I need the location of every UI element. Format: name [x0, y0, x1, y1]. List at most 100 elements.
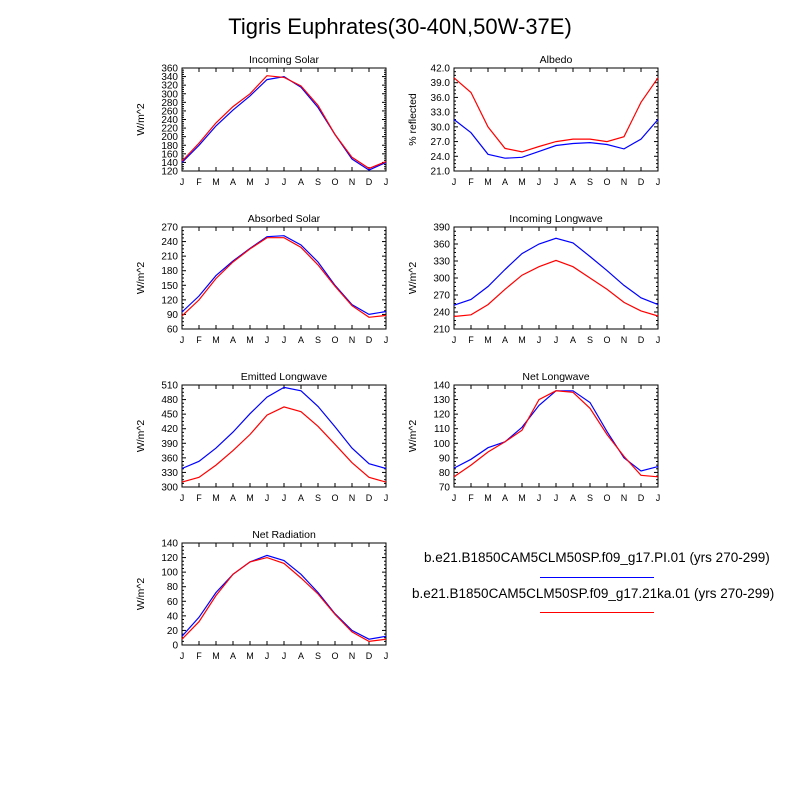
x-tick-label: J	[265, 177, 270, 187]
y-axis-label: W/m^2	[135, 103, 147, 136]
y-tick-label: 140	[433, 381, 450, 392]
y-tick-label: 300	[433, 274, 450, 285]
y-tick-label: 140	[161, 539, 178, 550]
y-tick-label: 36.0	[431, 93, 451, 104]
x-tick-label: F	[468, 493, 474, 503]
x-tick-label: N	[349, 493, 356, 503]
x-tick-label: M	[484, 493, 492, 503]
y-tick-label: 360	[161, 453, 178, 464]
x-tick-label: M	[484, 177, 492, 187]
y-tick-label: 180	[161, 141, 178, 152]
legend-label-pi: b.e21.B1850CAM5CLM50SP.f09_g17.PI.01 (yr…	[424, 550, 770, 565]
y-tick-label: 120	[161, 553, 178, 564]
y-tick-label: 33.0	[431, 108, 451, 119]
y-tick-label: 270	[433, 291, 450, 302]
x-tick-label: M	[212, 493, 220, 503]
x-tick-label: J	[180, 651, 185, 661]
y-axis-label: W/m^2	[135, 420, 147, 453]
x-tick-label: N	[349, 335, 356, 345]
y-tick-label: 390	[161, 439, 178, 450]
panel-title: Net Longwave	[522, 371, 589, 383]
x-tick-label: M	[212, 335, 220, 345]
y-tick-label: 60	[167, 325, 179, 336]
y-tick-label: 100	[433, 439, 450, 450]
panel-title: Incoming Solar	[249, 54, 320, 66]
y-tick-label: 510	[161, 381, 178, 392]
y-tick-label: 30.0	[431, 122, 451, 133]
y-tick-label: 100	[161, 568, 178, 579]
x-tick-label: M	[212, 651, 220, 661]
x-tick-label: J	[282, 651, 287, 661]
y-tick-label: 60	[167, 597, 179, 608]
y-tick-label: 140	[161, 158, 178, 169]
panel-5: Emitted Longwave W/m^2 300 330 360 390 420 450 4…	[135, 371, 388, 503]
x-tick-label: A	[502, 177, 508, 187]
y-axis-label: % reflected	[407, 93, 419, 146]
x-tick-label: J	[384, 651, 389, 661]
x-tick-label: O	[331, 177, 338, 187]
x-tick-label: A	[502, 493, 508, 503]
y-tick-label: 260	[161, 106, 178, 117]
x-tick-label: J	[537, 493, 542, 503]
plot-frame	[453, 226, 659, 330]
series-line-pi	[181, 386, 387, 470]
x-tick-label: S	[315, 335, 321, 345]
y-tick-label: 340	[161, 72, 178, 83]
plot-frame	[181, 384, 387, 488]
y-tick-label: 300	[161, 483, 178, 494]
x-tick-label: N	[349, 651, 356, 661]
y-axis-label: W/m^2	[135, 262, 147, 295]
y-tick-label: 240	[161, 115, 178, 126]
x-tick-label: A	[230, 177, 236, 187]
panel-3: Absorbed Solar W/m^2 60 90 120 150 180 210 240 27…	[135, 213, 388, 345]
x-tick-label: J	[282, 493, 287, 503]
y-tick-label: 40	[167, 611, 179, 622]
plot-frame	[181, 542, 387, 646]
y-tick-label: 450	[161, 410, 178, 421]
panel-title: Emitted Longwave	[241, 371, 328, 383]
x-tick-label: J	[282, 177, 287, 187]
panel-title: Incoming Longwave	[509, 213, 603, 225]
x-tick-label: D	[366, 335, 373, 345]
y-tick-label: 280	[161, 98, 178, 109]
x-tick-label: D	[366, 177, 373, 187]
y-tick-label: 20	[167, 626, 179, 637]
x-tick-label: S	[315, 493, 321, 503]
x-tick-label: J	[656, 335, 661, 345]
x-tick-label: M	[484, 335, 492, 345]
panel-4: Incoming Longwave W/m^2 210 240 270 300 330 360…	[407, 213, 660, 345]
x-tick-label: N	[621, 493, 628, 503]
y-tick-label: 39.0	[431, 78, 451, 89]
x-tick-label: A	[230, 493, 236, 503]
y-tick-label: 210	[433, 325, 450, 336]
series-line-21ka	[181, 556, 387, 643]
x-tick-label: A	[298, 177, 304, 187]
series-line-pi	[453, 237, 659, 306]
x-tick-label: J	[384, 177, 389, 187]
legend-line-pi	[540, 577, 654, 578]
y-tick-label: 130	[433, 395, 450, 406]
x-tick-label: J	[265, 493, 270, 503]
panel-2: Albedo % reflected 21.0 24.0 27.0 30.0 33.0 36.…	[407, 54, 660, 187]
y-tick-label: 120	[161, 295, 178, 306]
x-tick-label: J	[265, 651, 270, 661]
series-line-pi	[181, 554, 387, 640]
panel-title: Net Radiation	[252, 529, 316, 541]
x-tick-label: F	[468, 177, 474, 187]
y-tick-label: 160	[161, 149, 178, 160]
y-tick-label: 80	[167, 582, 179, 593]
x-tick-label: S	[587, 177, 593, 187]
legend-label-21ka: b.e21.B1850CAM5CLM50SP.f09_g17.21ka.01 (…	[412, 586, 775, 601]
y-tick-label: 90	[439, 453, 451, 464]
x-tick-label: A	[230, 335, 236, 345]
y-axis-label: W/m^2	[407, 262, 419, 295]
x-tick-label: J	[452, 177, 457, 187]
x-tick-label: F	[196, 493, 202, 503]
x-tick-label: O	[331, 335, 338, 345]
y-tick-label: 330	[161, 468, 178, 479]
x-tick-label: J	[537, 335, 542, 345]
x-tick-label: O	[603, 335, 610, 345]
x-tick-label: J	[452, 335, 457, 345]
y-tick-label: 110	[434, 424, 450, 435]
